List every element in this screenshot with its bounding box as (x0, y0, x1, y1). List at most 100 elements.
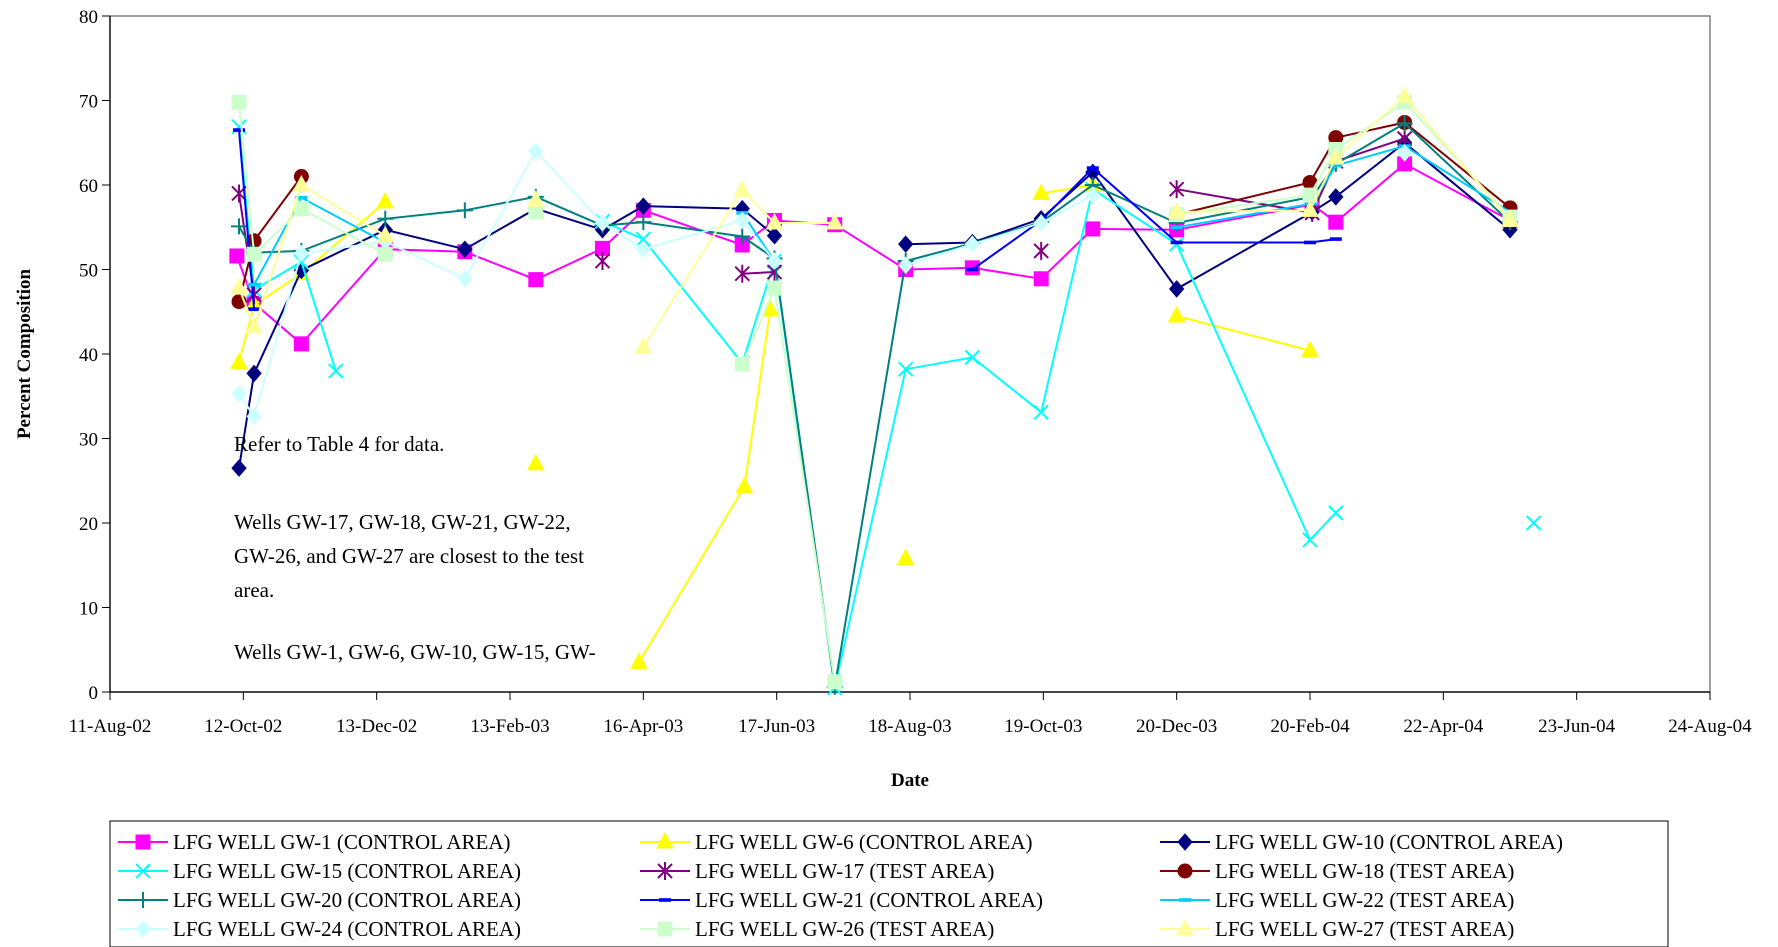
x-tick-label: 20-Dec-03 (1136, 716, 1217, 737)
legend-entry: LFG WELL GW-21 (CONTROL AREA) (640, 888, 1043, 912)
x-tick-label: 22-Apr-04 (1403, 716, 1483, 737)
data-point (1329, 237, 1342, 241)
data-point (1304, 240, 1316, 245)
legend-entry: LFG WELL GW-10 (CONTROL AREA) (1160, 830, 1563, 854)
data-point (526, 190, 545, 207)
legend-entry: LFG WELL GW-15 (CONTROL AREA) (118, 859, 521, 883)
annotation-text: area. (234, 578, 274, 602)
legend-label: LFG WELL GW-22 (TEST AREA) (1215, 888, 1514, 912)
y-tick-label: 20 (79, 514, 98, 535)
y-axis-label: Percent Composition (14, 269, 35, 440)
data-point (767, 280, 783, 296)
data-point (1085, 186, 1101, 204)
series-line (238, 205, 776, 469)
data-point (295, 195, 308, 200)
annotation-text: GW-26, and GW-27 are closest to the test (234, 544, 584, 568)
data-point (292, 174, 311, 192)
data-point (1328, 214, 1344, 230)
data-point (825, 212, 844, 230)
data-point (735, 476, 754, 494)
series-line (238, 149, 776, 419)
data-point (528, 272, 544, 288)
data-point (635, 214, 652, 231)
annotation-text: Wells GW-1, GW-6, GW-10, GW-15, GW- (234, 640, 596, 664)
legend (109, 820, 1669, 947)
series-line (238, 102, 386, 257)
data-point (1306, 201, 1319, 206)
data-point (630, 652, 648, 669)
legend-label: LFG WELL GW-1 (CONTROL AREA) (173, 830, 511, 854)
data-point (233, 128, 246, 132)
data-point (377, 210, 394, 227)
data-point (229, 248, 245, 264)
data-point (1170, 240, 1183, 245)
x-tick-label: 19-Oct-03 (1004, 716, 1082, 737)
legend-marker (659, 898, 671, 902)
data-point (1033, 271, 1049, 287)
legend-label: LFG WELL GW-20 (CONTROL AREA) (173, 888, 521, 912)
data-point (1501, 210, 1519, 227)
data-point (328, 363, 344, 379)
legend-marker (657, 921, 673, 937)
legend-entry: LFG WELL GW-24 (CONTROL AREA) (118, 917, 521, 941)
x-tick-label: 20-Feb-04 (1270, 716, 1350, 737)
data-point (594, 214, 611, 232)
x-tick-label: 13-Dec-02 (336, 716, 417, 737)
data-point (1396, 115, 1413, 132)
data-point (248, 282, 261, 287)
data-point (1301, 200, 1319, 217)
legend-entry: LFG WELL GW-6 (CONTROL AREA) (640, 830, 1033, 854)
legend-marker (135, 892, 151, 908)
data-point (1169, 280, 1185, 298)
x-axis-label: Date (891, 770, 929, 791)
series-line (1176, 137, 1405, 215)
data-point (1326, 147, 1345, 165)
data-point (1328, 505, 1344, 521)
data-point (246, 364, 262, 383)
legend-entry: LFG WELL GW-17 (TEST AREA) (640, 859, 994, 883)
legend-label: LFG WELL GW-15 (CONTROL AREA) (173, 859, 521, 883)
legend-entry: LFG WELL GW-22 (TEST AREA) (1160, 888, 1514, 912)
x-tick-label: 17-Jun-03 (738, 716, 815, 737)
legend-marker (135, 920, 151, 938)
axes: 0 10 20 30 40 50 60 70 80 11-Aug-02 12-Oct-02 13-De… (69, 7, 1753, 737)
legend-entry: LFG WELL GW-26 (TEST AREA) (640, 917, 994, 941)
data-point (766, 252, 783, 270)
x-tick-label: 13-Feb-03 (470, 716, 549, 737)
data-point (248, 307, 261, 312)
y-tick-label: 30 (79, 430, 98, 451)
legend-label: LFG WELL GW-10 (CONTROL AREA) (1215, 830, 1563, 854)
x-tick-label: 11-Aug-02 (69, 716, 152, 737)
legend-marker (1179, 898, 1191, 902)
legend-marker (656, 831, 674, 849)
legend-entry: LFG WELL GW-18 (TEST AREA) (1160, 859, 1514, 883)
series-line (905, 194, 1094, 267)
data-point (896, 548, 915, 565)
data-point (528, 204, 544, 220)
series-line (238, 130, 256, 310)
legend-entries: LFG WELL GW-1 (CONTROL AREA) LFG WELL GW-… (118, 830, 1563, 941)
y-tick-label: 0 (89, 683, 99, 704)
legend-marker (1177, 833, 1193, 851)
data-point (1168, 180, 1185, 199)
legend-marker (1177, 863, 1193, 879)
data-point (528, 142, 544, 160)
data-point (734, 356, 750, 372)
data-point (246, 246, 262, 262)
series-line (1041, 184, 1093, 195)
data-point (766, 226, 783, 245)
legend-marker (135, 834, 151, 850)
series-layer (229, 86, 1542, 696)
data-point (1170, 225, 1183, 230)
data-point (1302, 532, 1318, 548)
data-point (635, 240, 651, 258)
data-point (634, 337, 653, 354)
annotation-text: Wells GW-17, GW-18, GW-21, GW-22, (234, 510, 571, 534)
series-line (602, 187, 1337, 689)
data-point (897, 361, 914, 377)
data-point (635, 231, 652, 247)
data-point (1167, 201, 1186, 219)
data-point (898, 256, 914, 275)
legend-label: LFG WELL GW-24 (CONTROL AREA) (173, 917, 521, 941)
legend-label: LFG WELL GW-6 (CONTROL AREA) (695, 830, 1033, 854)
